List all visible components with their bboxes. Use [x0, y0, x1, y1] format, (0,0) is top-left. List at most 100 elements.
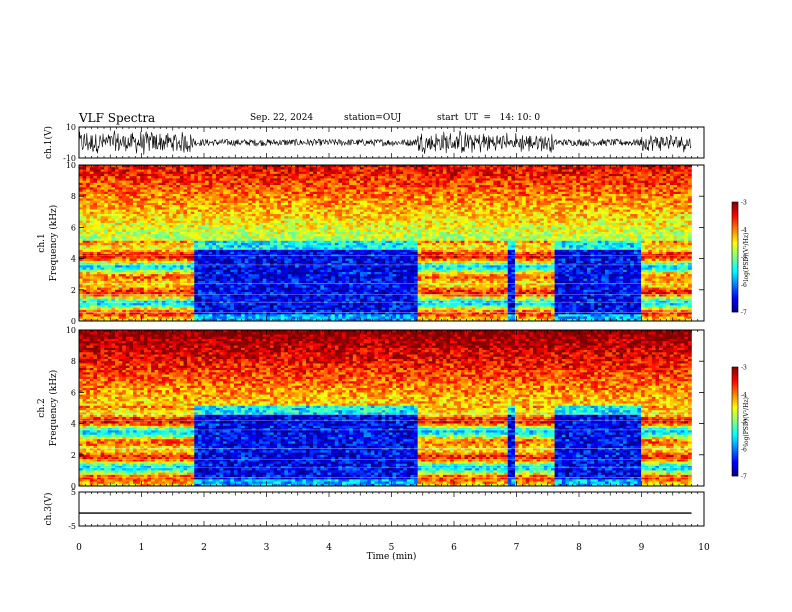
ch1-spectrogram-cell: [126, 285, 130, 288]
ch1-spectrogram-cell: [137, 230, 141, 233]
ch1-spectrogram-cell: [122, 174, 126, 177]
ch1-spectrogram-cell: [137, 214, 141, 217]
ch1-spectrogram-cell: [126, 308, 130, 311]
ch1-spectrogram-cell: [90, 196, 94, 199]
ch1-spectrogram-cell: [144, 178, 148, 181]
ch1-spectrogram-cell: [140, 299, 144, 302]
ch1-spectrogram-cell: [119, 192, 123, 195]
ch1-spectrogram-cell: [129, 203, 133, 206]
ch1-spectrogram-cell: [129, 288, 133, 291]
ch1-spectrogram-cell: [97, 183, 101, 186]
ch1-spectrogram-cell: [129, 272, 133, 275]
ch1-spectrogram-cell: [122, 230, 126, 233]
ch1-spectrogram-cell: [140, 183, 144, 186]
ch1-spectrogram-cell: [144, 314, 148, 317]
ch1-spectrogram-cell: [119, 261, 123, 264]
ch1-spectrogram-cell: [137, 194, 141, 197]
ch1-spectrogram-cell: [126, 241, 130, 244]
ch1-spectrogram-cell: [79, 214, 83, 217]
ch1-spectrogram-cell: [126, 192, 130, 195]
ch1-spectrogram-cell: [86, 239, 90, 242]
ch1-spectrogram-cell: [108, 221, 112, 224]
ch1-spectrogram-cell: [101, 274, 105, 277]
ch1-spectrogram-cell: [137, 218, 141, 221]
ch1-spectrogram-cell: [101, 212, 105, 215]
ch1-spectrogram-cell: [79, 270, 83, 273]
ch1-spectrogram-cell: [104, 241, 108, 244]
ch1-spectrogram-cell: [147, 214, 151, 217]
ch1-spectrogram-cell: [126, 245, 130, 248]
ch1-spectrogram-cell: [86, 227, 90, 230]
ch1-spectrogram-cell: [79, 183, 83, 186]
ch1-spectrogram-cell: [122, 194, 126, 197]
ch1-spectrogram-cell: [137, 317, 141, 320]
ch1-spectrogram-cell: [93, 296, 97, 299]
ch1-spectrogram-cell: [104, 245, 108, 248]
ch1-spectrogram-cell: [101, 241, 105, 244]
ch1-spectrogram-cell: [137, 259, 141, 262]
ch1-spectrogram-cell: [144, 299, 148, 302]
ch1-spectrogram-cell: [119, 252, 123, 255]
ch1-spectrogram-cell: [104, 201, 108, 204]
ch1-spectrogram-cell: [93, 261, 97, 264]
ch1-spectrogram-cell: [86, 232, 90, 235]
ch1-spectrogram-cell: [126, 290, 130, 293]
ch1-spectrogram-cell: [104, 288, 108, 291]
vlf-spectra-figure: VLF Spectra Sep. 22, 2024 station=OUJ st…: [0, 0, 792, 612]
ch1-spectrogram-cell: [126, 276, 130, 279]
ch1-spectrogram-cell: [137, 201, 141, 204]
ch1-spectrogram-cell: [147, 203, 151, 206]
ch1-spectrogram-cell: [151, 196, 155, 199]
ch1-spectrogram-cell: [97, 225, 101, 228]
ch1-spectrogram-cell: [108, 308, 112, 311]
ch1-spectrogram-cell: [126, 216, 130, 219]
ch1-spectrogram-cell: [79, 308, 83, 311]
ch1-spectrogram-cell: [140, 303, 144, 306]
ch1-spectrogram-cell: [126, 256, 130, 259]
ch1-spectrogram-cell: [147, 194, 151, 197]
ch1-spectrogram-cell: [140, 187, 144, 190]
ch1-spectrogram-cell: [126, 230, 130, 233]
ch1-spectrogram-cell: [119, 218, 123, 221]
ch1-spectrogram-cell: [90, 169, 94, 172]
ch1-spectrogram-cell: [79, 207, 83, 210]
ch1-spectrogram-cell: [147, 187, 151, 190]
ch1-spectrogram-cell: [86, 203, 90, 206]
ch1-spectrogram-cell: [144, 187, 148, 190]
ch1-spectrogram-cell: [83, 203, 87, 206]
ch1-spectrogram-cell: [111, 183, 115, 186]
ch1-spectrogram-cell: [93, 185, 97, 188]
ch1-spectrogram-cell: [90, 245, 94, 248]
ch1-spectrogram-cell: [86, 285, 90, 288]
ch1-spectrogram-cell: [122, 308, 126, 311]
ch1-spectrogram-cell: [133, 187, 137, 190]
ch1-spectrogram-cell: [144, 265, 148, 268]
ch1-spectrogram-cell: [133, 272, 137, 275]
ch1-spectrogram-cell: [144, 281, 148, 284]
ch1-spectrogram-cell: [93, 279, 97, 282]
ch1-spectrogram-cell: [86, 192, 90, 195]
ch1-spectrogram-cell: [83, 305, 87, 308]
ch1-spectrogram-cell: [129, 274, 133, 277]
ch1-spectrogram-cell: [86, 185, 90, 188]
ch1-spectrogram-cell: [144, 232, 148, 235]
ch1-spectrogram-cell: [119, 185, 123, 188]
ch1-spectrogram-cell: [101, 281, 105, 284]
ch1-spectrogram-cell: [151, 205, 155, 208]
ch1-spectrogram-cell: [104, 314, 108, 317]
ch1-spectrogram-cell: [137, 169, 141, 172]
ch1-spectrogram-cell: [147, 285, 151, 288]
ch1-spectrogram-cell: [101, 190, 105, 193]
ch1-spectrogram-cell: [147, 218, 151, 221]
ch1-spectrogram-cell: [97, 232, 101, 235]
ch1-spectrogram-cell: [83, 276, 87, 279]
ch1-spectrogram-cell: [140, 169, 144, 172]
ch1-spectrogram-cell: [129, 305, 133, 308]
ch1-spectrogram-cell: [140, 174, 144, 177]
ch1-spectrogram-cell: [79, 272, 83, 275]
ch1-spectrogram-cell: [144, 296, 148, 299]
ch1-spectrogram-cell: [133, 310, 137, 313]
ch1-spectrogram-cell: [122, 203, 126, 206]
ch1-spectrogram-cell: [144, 216, 148, 219]
ch1-spectrogram-cell: [140, 239, 144, 242]
